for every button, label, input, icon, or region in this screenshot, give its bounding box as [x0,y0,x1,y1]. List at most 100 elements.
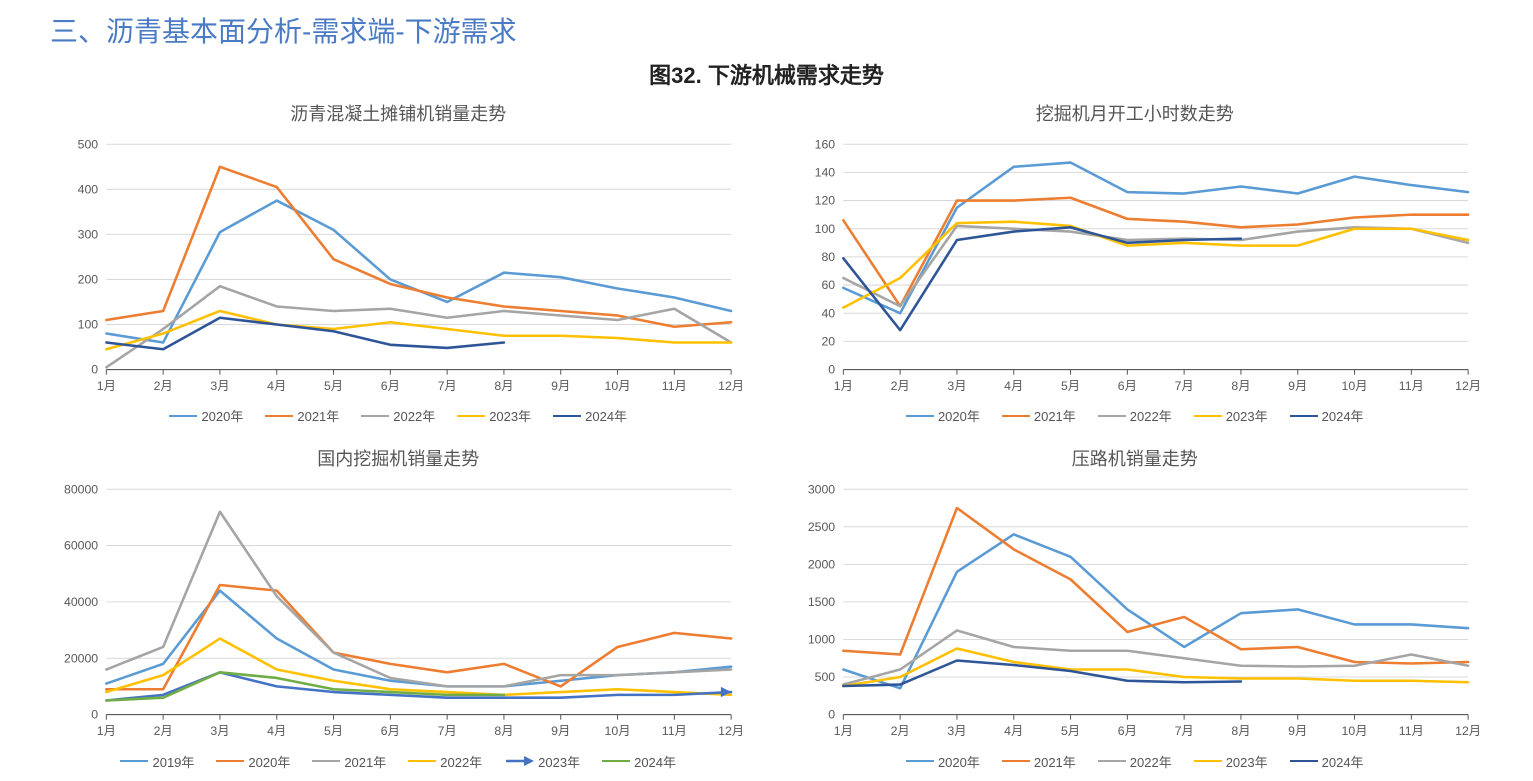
legend-label: 2022年 [1130,752,1172,771]
svg-text:6月: 6月 [381,724,400,738]
legend-item: 2019年 [120,752,194,771]
svg-text:120: 120 [814,194,835,208]
chart-legend-4: 2020年 2021年 2022年 2023年 2024年 [906,752,1364,771]
svg-text:3月: 3月 [947,379,966,393]
svg-text:2月: 2月 [890,724,909,738]
svg-text:8月: 8月 [1231,724,1250,738]
legend-item: 2021年 [312,752,386,771]
svg-text:1000: 1000 [807,633,834,647]
svg-text:300: 300 [78,227,99,241]
svg-text:60: 60 [821,278,835,292]
legend-label: 2024年 [585,406,627,425]
legend-item: 2021年 [1002,406,1076,425]
svg-text:10月: 10月 [1341,379,1367,393]
svg-text:3月: 3月 [210,724,229,738]
svg-text:11月: 11月 [662,724,687,738]
legend-label: 2020年 [938,406,980,425]
chart-panel-4: 压路机销量走势 0500100015002000250030001月2月3月4月… [787,445,1484,770]
figure-title: 图32. 下游机械需求走势 [50,58,1483,90]
chart-title-3: 国内挖掘机销量走势 [317,445,479,471]
svg-text:100: 100 [814,222,835,236]
legend-item: 2023年 [457,406,531,425]
legend-item: 2024年 [553,406,627,425]
svg-text:60000: 60000 [64,539,98,553]
legend-label: 2022年 [1130,406,1172,425]
svg-text:4月: 4月 [1004,379,1023,393]
svg-text:8月: 8月 [494,724,513,738]
legend-label: 2023年 [1226,406,1268,425]
svg-text:7月: 7月 [1174,724,1193,738]
svg-text:4月: 4月 [1004,724,1023,738]
svg-text:3000: 3000 [807,483,834,497]
legend-item: 2020年 [906,752,980,771]
legend-item: 2023年 [1194,406,1268,425]
svg-text:500: 500 [814,670,835,684]
svg-text:10月: 10月 [605,724,631,738]
svg-text:2月: 2月 [154,724,173,738]
svg-text:5月: 5月 [324,379,343,393]
svg-text:7月: 7月 [438,724,457,738]
svg-text:11月: 11月 [662,379,687,393]
svg-text:7月: 7月 [438,379,457,393]
svg-text:20: 20 [821,335,835,349]
svg-text:9月: 9月 [551,379,570,393]
svg-text:1500: 1500 [807,595,834,609]
chart-title-2: 挖掘机月开工小时数走势 [1036,100,1234,126]
svg-text:160: 160 [814,137,835,151]
svg-text:5月: 5月 [324,724,343,738]
svg-text:12月: 12月 [718,724,744,738]
chart-legend-1: 2020年 2021年 2022年 2023年 2024年 [169,406,627,425]
svg-text:80000: 80000 [64,483,98,497]
legend-label: 2023年 [1226,752,1268,771]
legend-label: 2023年 [489,406,531,425]
svg-text:1月: 1月 [833,724,852,738]
legend-label: 2022年 [440,752,482,771]
chart-panel-3: 国内挖掘机销量走势 0200004000060000800001月2月3月4月5… [50,445,747,770]
charts-grid: 沥青混凝土摊铺机销量走势 01002003004005001月2月3月4月5月6… [50,100,1483,771]
svg-text:6月: 6月 [1117,379,1136,393]
legend-item: 2024年 [1290,406,1364,425]
chart-panel-2: 挖掘机月开工小时数走势 0204060801001201401601月2月3月4… [787,100,1484,425]
legend-item: 2023年 [504,752,580,771]
legend-item: 2021年 [1002,752,1076,771]
legend-item: 2021年 [265,406,339,425]
svg-text:20000: 20000 [64,652,98,666]
svg-text:6月: 6月 [1117,724,1136,738]
svg-text:11月: 11月 [1398,724,1423,738]
chart-svg-3: 0200004000060000800001月2月3月4月5月6月7月8月9月1… [50,479,747,745]
chart-title-4: 压路机销量走势 [1072,445,1198,471]
legend-label: 2020年 [938,752,980,771]
svg-text:0: 0 [828,708,835,722]
chart-panel-1: 沥青混凝土摊铺机销量走势 01002003004005001月2月3月4月5月6… [50,100,747,425]
svg-text:1月: 1月 [833,379,852,393]
svg-text:4月: 4月 [267,379,286,393]
svg-text:2月: 2月 [154,379,173,393]
svg-text:3月: 3月 [210,379,229,393]
chart-legend-3: 2019年 2020年 2021年 2022年 2023年 2024年 [120,752,676,771]
svg-text:5月: 5月 [1060,724,1079,738]
legend-label: 2021年 [1034,752,1076,771]
legend-label: 2023年 [538,752,580,771]
legend-label: 2019年 [152,752,194,771]
svg-text:1月: 1月 [97,379,116,393]
legend-label: 2024年 [634,752,676,771]
svg-text:2500: 2500 [807,520,834,534]
svg-text:0: 0 [91,363,98,377]
svg-text:40000: 40000 [64,595,98,609]
svg-text:12月: 12月 [1455,724,1481,738]
svg-text:0: 0 [91,708,98,722]
svg-text:7月: 7月 [1174,379,1193,393]
chart-svg-1: 01002003004005001月2月3月4月5月6月7月8月9月10月11月… [50,134,747,400]
svg-text:0: 0 [828,363,835,377]
page-title: 三、沥青基本面分析-需求端-下游需求 [50,10,1483,50]
legend-item: 2020年 [169,406,243,425]
svg-text:9月: 9月 [551,724,570,738]
svg-text:8月: 8月 [494,379,513,393]
legend-label: 2024年 [1322,406,1364,425]
svg-text:11月: 11月 [1398,379,1423,393]
legend-label: 2020年 [201,406,243,425]
svg-text:200: 200 [78,273,99,287]
legend-label: 2020年 [248,752,290,771]
legend-item: 2024年 [1290,752,1364,771]
legend-item: 2022年 [361,406,435,425]
